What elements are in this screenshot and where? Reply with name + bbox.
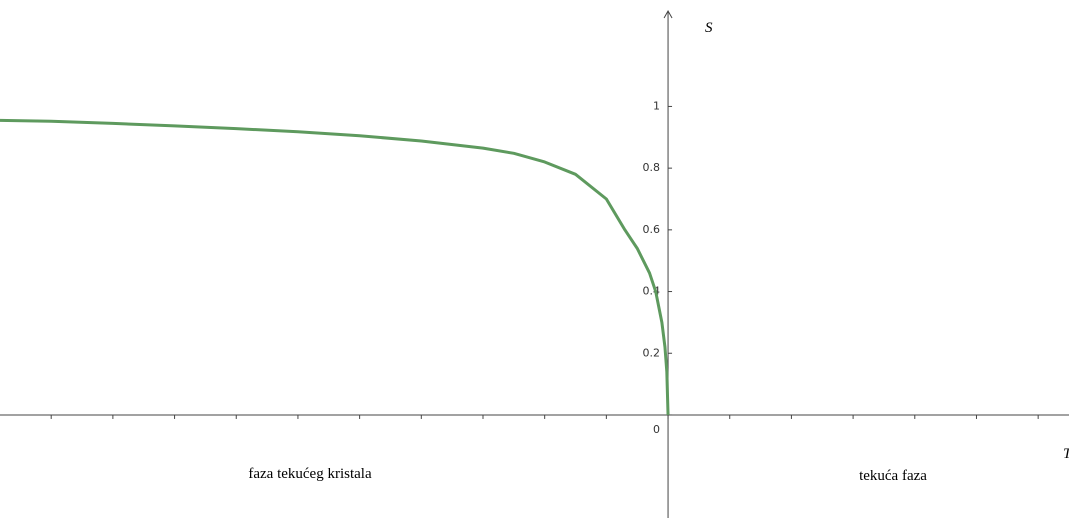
y-tick-label: 0.2 xyxy=(643,346,661,359)
y-axis-label: S xyxy=(705,20,713,36)
y-tick-label: 0.6 xyxy=(643,223,661,236)
y-tick-label: 1 xyxy=(653,99,660,112)
curve xyxy=(0,118,670,415)
y-tick-label: 0 xyxy=(653,423,660,436)
axis-arrow xyxy=(663,9,673,19)
x-axis-label: T xyxy=(1063,446,1069,462)
annotation: faza tekućeg kristala xyxy=(248,466,372,482)
annotation: tekuća faza xyxy=(859,468,927,484)
y-tick-label: 0.8 xyxy=(643,161,661,174)
